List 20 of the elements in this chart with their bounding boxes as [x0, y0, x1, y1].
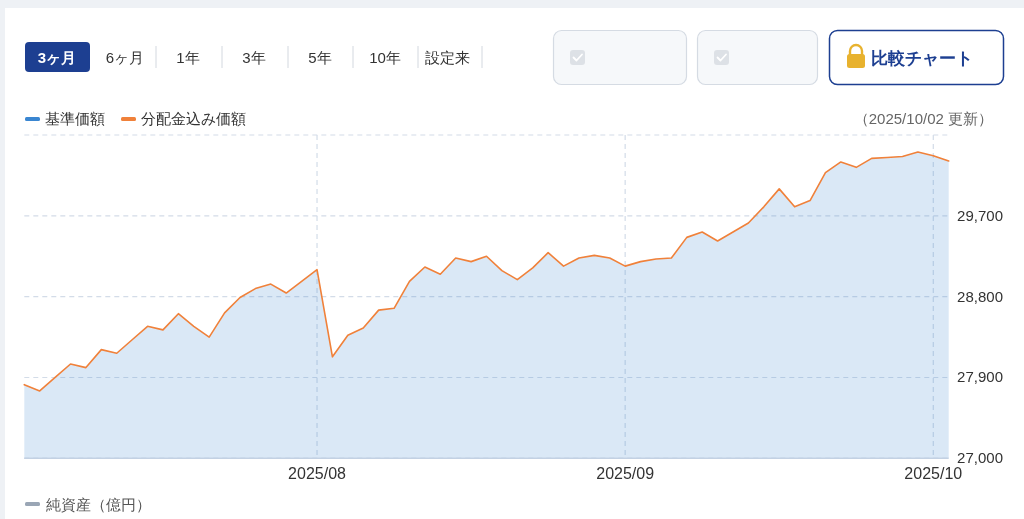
- text: 3年: [242, 49, 266, 66]
- legend-label: 分配金込み価額: [141, 110, 246, 127]
- x-tick-label: 2025/08: [288, 465, 347, 482]
- text: 1年: [176, 49, 200, 66]
- text: 10年: [369, 49, 401, 66]
- text: 純資産（億円）: [46, 496, 151, 513]
- text: 設定来: [424, 49, 470, 66]
- text: 5年: [308, 49, 332, 66]
- y-tick-label: 27,900: [957, 368, 1003, 386]
- text: 6ヶ月: [105, 49, 145, 66]
- y-tick-label: 27,000: [957, 449, 1003, 467]
- y-tick-label: 28,800: [957, 287, 1003, 305]
- line-series: [23, 151, 950, 392]
- text: （2025/10/02 更新）: [853, 110, 993, 127]
- text: 比較チャート: [871, 49, 973, 68]
- x-tick-label: 2025/10: [904, 465, 963, 482]
- y-tick-label: 29,700: [957, 206, 1003, 224]
- text: 3ヶ月: [37, 49, 77, 66]
- legend-label: 基準価額: [45, 110, 105, 127]
- x-tick-label: 2025/09: [596, 465, 655, 482]
